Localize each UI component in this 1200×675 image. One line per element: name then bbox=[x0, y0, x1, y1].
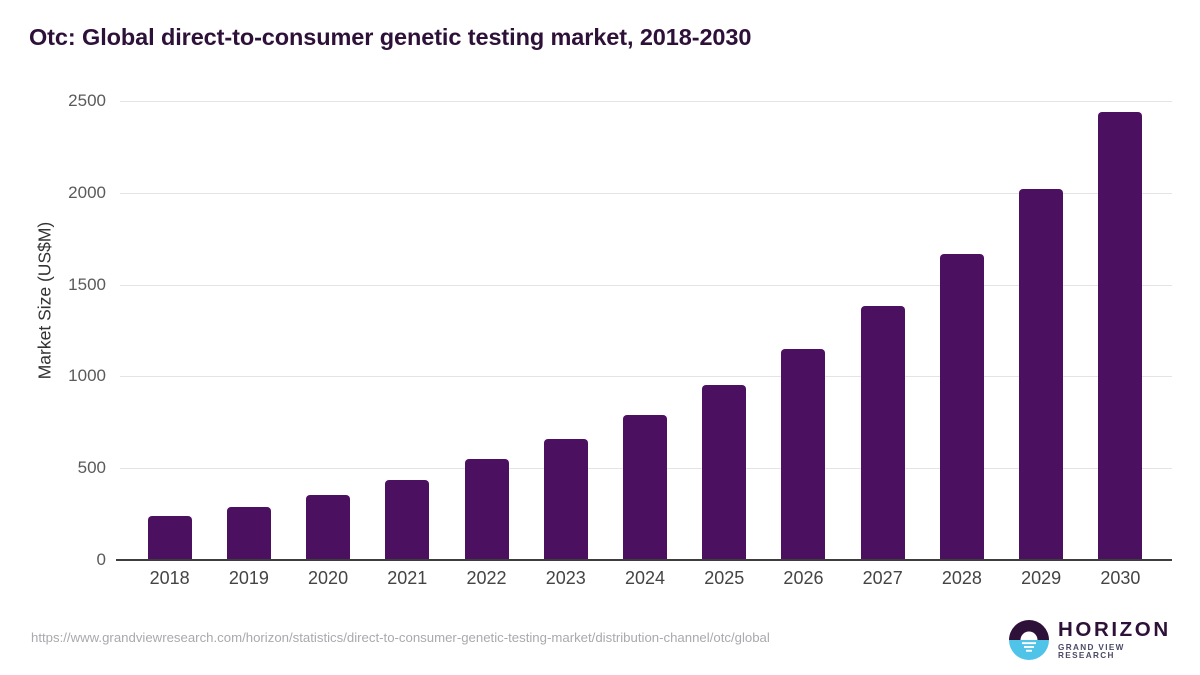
x-tick-label: 2024 bbox=[624, 568, 666, 588]
y-tick-label: 500 bbox=[77, 458, 106, 478]
bar[interactable] bbox=[464, 459, 509, 560]
x-tick-label: 2025 bbox=[704, 568, 745, 588]
x-axis-ticks: 2018 2019 2020 2021 2022 2023 2024 2025 2026 2027… bbox=[120, 568, 1172, 598]
bar[interactable] bbox=[781, 348, 826, 560]
bar[interactable] bbox=[543, 439, 588, 560]
x-tick-label: 2027 bbox=[862, 568, 903, 588]
bar[interactable] bbox=[147, 515, 192, 560]
logo-tagline: GRAND VIEW RESEARCH bbox=[1058, 643, 1125, 661]
y-axis-ticks: 0 500 1000 1500 2000 2500 bbox=[34, 91, 106, 569]
source-url[interactable]: https://www.grandviewresearch.com/horizo… bbox=[31, 630, 770, 645]
logo-name: HORIZON bbox=[1058, 617, 1171, 641]
gridline bbox=[120, 101, 1172, 102]
x-tick-label: 2020 bbox=[308, 568, 349, 588]
bar[interactable] bbox=[623, 415, 667, 560]
bar[interactable] bbox=[860, 306, 905, 560]
gridline bbox=[120, 284, 1172, 286]
bar-series bbox=[120, 101, 1172, 560]
bar[interactable] bbox=[1098, 112, 1143, 560]
y-tick-label: 0 bbox=[96, 550, 106, 569]
horizon-logo[interactable]: HORIZON GRAND VIEW RESEARCH bbox=[1009, 617, 1171, 663]
page-title: Otc: Global direct-to-consumer genetic t… bbox=[29, 24, 752, 50]
y-tick-label: 1500 bbox=[68, 274, 106, 294]
x-tick-label: 2029 bbox=[1021, 568, 1062, 588]
x-tick-label: 2023 bbox=[545, 568, 586, 588]
bar[interactable] bbox=[385, 479, 430, 560]
bar[interactable] bbox=[1019, 188, 1064, 560]
x-tick-label: 2030 bbox=[1100, 568, 1141, 588]
x-tick-label: 2028 bbox=[941, 568, 982, 588]
bar[interactable] bbox=[226, 506, 271, 560]
x-tick-label: 2022 bbox=[466, 568, 507, 588]
y-tick-label: 1000 bbox=[68, 366, 106, 386]
bar[interactable] bbox=[939, 253, 984, 560]
gridline bbox=[120, 192, 1172, 194]
horizon-circle-icon bbox=[1009, 620, 1049, 660]
x-tick-label: 2019 bbox=[228, 568, 269, 588]
x-tick-label: 2018 bbox=[149, 568, 190, 588]
x-tick-label: 2026 bbox=[783, 568, 824, 588]
y-tick-label: 2000 bbox=[68, 182, 106, 202]
x-axis-line bbox=[116, 559, 1172, 561]
bar[interactable] bbox=[702, 385, 747, 560]
y-tick-label: 2500 bbox=[68, 91, 106, 110]
logo-text: HORIZON GRAND VIEW RESEARCH bbox=[1058, 617, 1171, 661]
bar[interactable] bbox=[306, 494, 351, 560]
x-tick-label: 2021 bbox=[387, 568, 428, 588]
gridline bbox=[120, 376, 1172, 378]
